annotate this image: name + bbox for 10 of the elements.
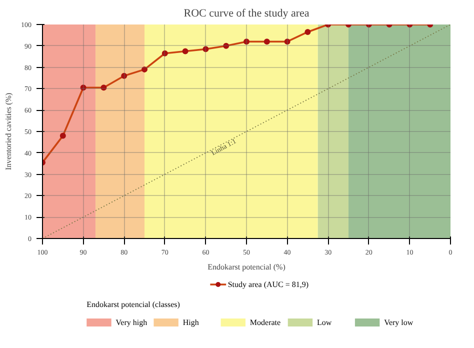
legend-title: Endokarst potencial (classes) <box>86 300 180 309</box>
legend-label: Very low <box>384 318 414 327</box>
legend-label: Very high <box>116 318 148 327</box>
chart-title: ROC curve of the study area <box>184 8 310 20</box>
legend-label: Low <box>316 318 332 327</box>
legend-label: Study area (AUC = 81,9) <box>228 280 309 289</box>
x-axis-title: Endokarst potencial (%) <box>208 262 286 272</box>
y-axis-title: Inventoried cavities (%) <box>4 92 13 170</box>
legend-label: High <box>182 318 199 327</box>
legend-label: Moderate <box>250 318 282 327</box>
